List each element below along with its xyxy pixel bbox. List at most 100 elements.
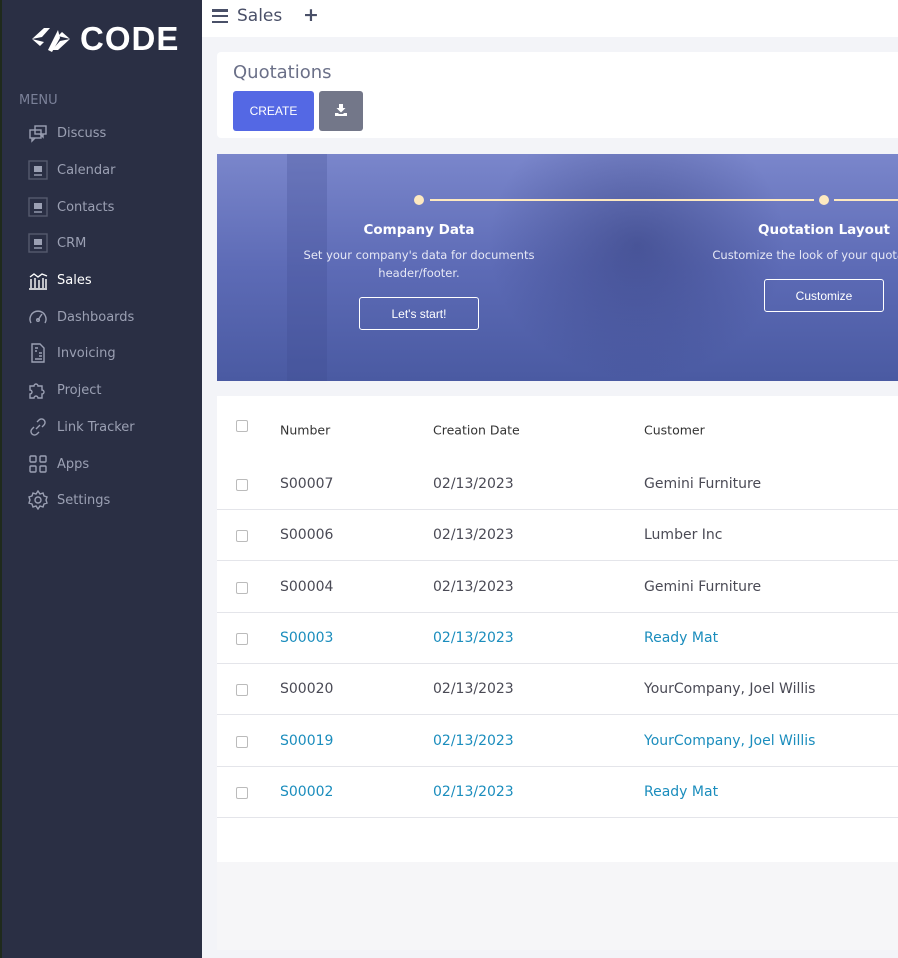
table-row[interactable]: S00007 02/13/2023 Gemini Furniture: [217, 459, 898, 510]
sidebar-item-crm[interactable]: CRM: [28, 232, 86, 254]
app-name: Sales: [237, 6, 283, 26]
column-header-number[interactable]: Number: [280, 422, 331, 437]
cell-customer: YourCompany, Joel Willis: [644, 681, 816, 698]
quotations-table: Number Creation Date Customer S00007 02/1…: [217, 396, 898, 862]
cell-number: S00002: [280, 783, 334, 800]
row-checkbox[interactable]: [236, 530, 248, 543]
hamburger-menu-icon[interactable]: [212, 9, 228, 23]
row-checkbox[interactable]: [236, 735, 248, 748]
step-connector: [834, 199, 898, 201]
list-view: Number Creation Date Customer S00007 02/1…: [217, 396, 898, 950]
step-quotation-layout: Quotation Layout Customize the look of y…: [704, 222, 898, 312]
step-description: Set your company's data for documents he…: [303, 248, 535, 280]
cell-number: S00003: [280, 629, 334, 646]
cell-customer: Gemini Furniture: [644, 578, 762, 595]
sidebar-item-sales[interactable]: Sales: [28, 269, 92, 291]
cell-number: S00020: [280, 681, 334, 698]
logo-text: CODE: [80, 20, 180, 57]
step-company-data: Company Data Set your company's data for…: [299, 222, 539, 330]
cell-number: S00006: [280, 527, 334, 544]
sidebar-item-label: Apps: [57, 456, 90, 472]
cell-customer: Ready Mat: [644, 783, 719, 800]
cell-customer: Lumber Inc: [644, 527, 723, 544]
gear-icon: [28, 490, 48, 510]
table-row[interactable]: S00004 02/13/2023 Gemini Furniture: [217, 562, 898, 613]
step-description: Customize the look of your quotations.: [712, 248, 898, 262]
cell-number: S00019: [280, 732, 334, 749]
sidebar-item-dashboards[interactable]: Dashboards: [28, 306, 134, 328]
lets-start-button[interactable]: Let's start!: [359, 297, 479, 330]
cell-creation-date: 02/13/2023: [433, 629, 514, 646]
sidebar-item-label: Discuss: [57, 125, 107, 141]
control-panel: Quotations CREATE: [217, 52, 898, 138]
page-title: Quotations: [233, 62, 332, 83]
sidebar-item-settings[interactable]: Settings: [28, 489, 110, 511]
topbar: Sales +: [202, 0, 898, 37]
link-icon: [30, 418, 46, 436]
sidebar-item-label: Invoicing: [57, 345, 116, 361]
cell-creation-date: 02/13/2023: [433, 527, 514, 544]
table-row[interactable]: S00006 02/13/2023 Lumber Inc: [217, 510, 898, 562]
row-checkbox[interactable]: [236, 684, 248, 697]
logo[interactable]: CODE: [30, 20, 179, 58]
speedometer-icon: [29, 310, 47, 324]
app-placeholder-icon: [28, 160, 48, 180]
onboarding-banner: Company Data Set your company's data for…: [217, 154, 898, 381]
app-placeholder-icon: [28, 197, 48, 217]
cell-creation-date: 02/13/2023: [433, 476, 514, 492]
sidebar-item-label: Sales: [57, 272, 92, 288]
cell-creation-date: 02/13/2023: [433, 783, 514, 800]
row-checkbox[interactable]: [236, 479, 248, 491]
download-button[interactable]: [319, 91, 363, 131]
sidebar-item-calendar[interactable]: Calendar: [28, 159, 115, 181]
cell-number: S00004: [280, 578, 334, 595]
sidebar-item-label: Contacts: [57, 199, 115, 215]
cell-creation-date: 02/13/2023: [433, 578, 514, 595]
cell-customer: YourCompany, Joel Willis: [644, 732, 816, 749]
sidebar: CODE MENU Discuss Calendar Contacts CRM Sale…: [0, 0, 202, 958]
bank-chart-icon: [29, 273, 48, 290]
add-tab-button[interactable]: +: [303, 4, 319, 26]
step-title: Company Data: [363, 222, 475, 238]
column-header-creation-date[interactable]: Creation Date: [433, 422, 520, 437]
sidebar-item-project[interactable]: Project: [28, 379, 101, 401]
step-dot: [414, 195, 424, 205]
sidebar-item-label: Project: [57, 382, 102, 398]
row-checkbox[interactable]: [236, 632, 248, 645]
table-row[interactable]: S00020 02/13/2023 YourCompany, Joel Willis: [217, 664, 898, 716]
step-dot: [819, 195, 829, 205]
column-header-customer[interactable]: Customer: [644, 422, 705, 437]
step-title: Quotation Layout: [757, 222, 891, 238]
create-button[interactable]: CREATE: [233, 91, 314, 131]
invoice-icon: [31, 343, 45, 363]
row-checkbox[interactable]: [236, 581, 248, 594]
sidebar-item-link-tracker[interactable]: Link Tracker: [28, 416, 135, 438]
sidebar-item-label: Settings: [57, 492, 111, 508]
sidebar-item-label: Calendar: [57, 162, 116, 178]
cell-customer: Gemini Furniture: [644, 476, 762, 492]
table-row[interactable]: S00019 02/13/2023 YourCompany, Joel Willis: [217, 716, 898, 767]
table-header: Number Creation Date Customer: [217, 404, 898, 455]
app-placeholder-icon: [28, 233, 48, 253]
sidebar-item-contacts[interactable]: Contacts: [28, 196, 114, 218]
cell-customer: Ready Mat: [644, 629, 719, 646]
customize-button[interactable]: Customize: [764, 279, 884, 312]
table-row[interactable]: S00002 02/13/2023 Ready Mat: [217, 767, 898, 818]
sidebar-item-label: CRM: [57, 235, 87, 251]
row-checkbox[interactable]: [236, 786, 248, 799]
sidebar-item-label: Dashboards: [57, 309, 135, 325]
download-icon: [335, 103, 347, 116]
step-connector: [430, 199, 814, 201]
sidebar-item-discuss[interactable]: Discuss: [28, 122, 106, 144]
sidebar-item-label: Link Tracker: [57, 419, 135, 435]
sidebar-item-invoicing[interactable]: Invoicing: [28, 342, 116, 364]
menu-label: MENU: [19, 93, 58, 108]
chat-icon: [29, 125, 47, 143]
cell-creation-date: 02/13/2023: [433, 732, 514, 749]
select-all-checkbox[interactable]: [236, 420, 248, 432]
code-logo-icon: [32, 28, 70, 52]
table-row[interactable]: S00003 02/13/2023 Ready Mat: [217, 613, 898, 664]
sidebar-item-apps[interactable]: Apps: [28, 453, 89, 475]
puzzle-icon: [29, 383, 45, 399]
grid-icon: [29, 455, 47, 473]
